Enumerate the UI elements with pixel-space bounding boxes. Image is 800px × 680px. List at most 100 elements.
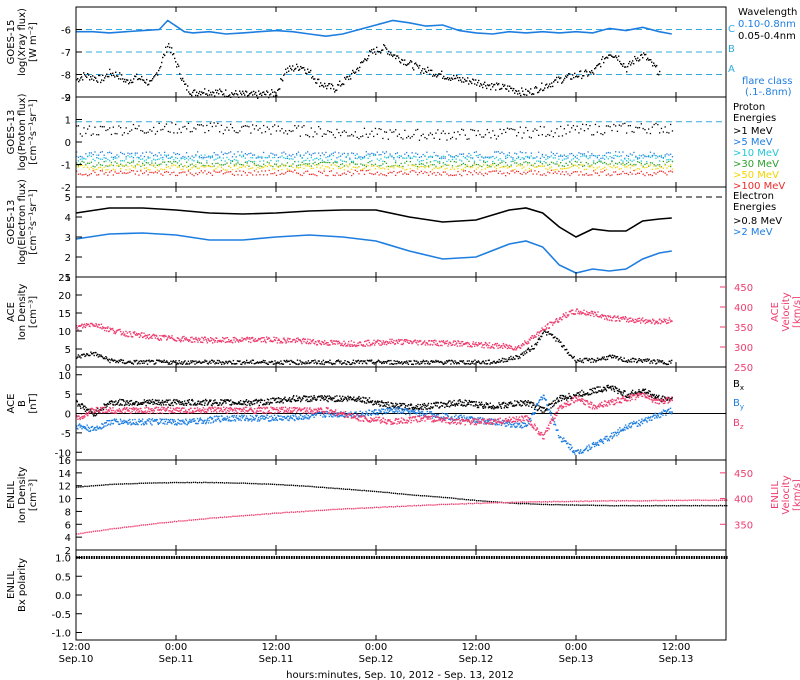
series-ace-density-point xyxy=(312,360,315,362)
series-ace-velocity-point xyxy=(666,322,669,324)
series-ace-velocity-point xyxy=(263,337,265,339)
series-ace-velocity-point xyxy=(145,337,147,340)
series-ace-density-point xyxy=(204,359,206,361)
proton-point xyxy=(602,171,604,173)
proton-point xyxy=(231,127,234,129)
series-Bx-point xyxy=(407,404,410,406)
series-xray-short-point xyxy=(292,65,294,67)
proton-point xyxy=(461,128,463,130)
series-Bx-point xyxy=(367,398,369,401)
proton-point xyxy=(517,157,520,159)
proton-point xyxy=(220,159,223,162)
series-xray-short-point xyxy=(383,44,385,46)
proton-point xyxy=(160,154,162,156)
series-Bx-point xyxy=(141,402,143,404)
series-ace-density-point xyxy=(339,362,341,364)
series-ace-density-point xyxy=(665,363,667,365)
series-xray-short-point xyxy=(421,70,423,72)
series-ace-velocity-point xyxy=(331,341,333,343)
series-ace-velocity-point xyxy=(469,345,471,348)
proton-point xyxy=(382,137,384,140)
series-xray-short-point xyxy=(145,82,147,84)
series-ace-velocity-point xyxy=(264,340,267,343)
series-xray-short-point xyxy=(568,73,570,75)
series-xray-short-point xyxy=(185,83,187,85)
proton-point xyxy=(134,173,136,175)
series-xray-short-point xyxy=(164,54,166,57)
proton-point xyxy=(87,128,89,130)
proton-point xyxy=(193,160,195,162)
series-ace-density-point xyxy=(564,349,566,351)
series-ace-density-point xyxy=(656,359,659,361)
proton-point xyxy=(549,156,551,158)
proton-point xyxy=(514,172,516,174)
series-ace-density-point xyxy=(165,361,167,363)
series-xray-short-point xyxy=(325,85,327,87)
proton-point xyxy=(477,173,479,175)
series-Bx-point xyxy=(468,399,470,402)
series-xray-short-point xyxy=(198,92,200,95)
series-ace-density-point xyxy=(131,362,134,364)
series-ace-density-point xyxy=(559,341,561,343)
proton-point xyxy=(277,166,279,168)
series-ace-density-point xyxy=(606,358,609,360)
series-xray-short-point xyxy=(178,65,180,67)
proton-point xyxy=(626,132,628,134)
series-Bx-point xyxy=(102,408,105,411)
proton-point xyxy=(294,156,296,158)
proton-point xyxy=(616,166,619,168)
series-xray-short-point xyxy=(434,75,436,77)
proton-point xyxy=(523,158,525,160)
proton-point xyxy=(200,162,202,164)
proton-point xyxy=(561,155,564,157)
series-ace-velocity-point xyxy=(83,325,85,328)
proton-point xyxy=(120,168,122,170)
series-xray-short-point xyxy=(301,67,303,69)
proton-point xyxy=(186,166,188,168)
series-ace-velocity-point xyxy=(376,341,378,343)
proton-point xyxy=(202,156,204,158)
series-Bx-point xyxy=(371,400,374,402)
series-ace-velocity-point xyxy=(104,329,106,332)
series-Bx-point xyxy=(377,401,379,403)
proton-point xyxy=(319,157,322,160)
series-ace-velocity-point xyxy=(466,341,469,344)
proton-point xyxy=(624,164,626,166)
series-ace-density-point xyxy=(147,360,150,362)
series-Bx-point xyxy=(265,403,267,406)
proton-point xyxy=(422,159,424,162)
series-ace-density-point xyxy=(319,362,321,365)
proton-point xyxy=(536,129,538,131)
proton-point xyxy=(143,164,146,166)
series-ace-velocity-point xyxy=(484,343,486,346)
proton-point xyxy=(123,153,125,155)
series-ace-velocity-point xyxy=(591,312,593,314)
series-xray-short-point xyxy=(613,56,615,58)
proton-point xyxy=(475,134,477,137)
series-Bx-point xyxy=(239,400,242,402)
proton-point xyxy=(417,166,419,168)
proton-point xyxy=(99,170,102,172)
proton-point xyxy=(539,174,542,176)
proton-point xyxy=(274,154,276,156)
series-Bx-point xyxy=(325,396,327,398)
series-ace-velocity-point xyxy=(538,334,540,337)
series-ace-velocity-point xyxy=(198,337,200,339)
proton-point xyxy=(362,164,364,166)
proton-point xyxy=(642,157,644,159)
series-ace-velocity-point xyxy=(493,347,495,349)
series-ace-density-point xyxy=(584,357,586,360)
series-ace-velocity-point xyxy=(462,340,464,343)
proton-point xyxy=(649,151,652,153)
series-ace-density-point xyxy=(278,361,280,364)
proton-point xyxy=(644,129,646,131)
proton-point xyxy=(635,164,637,166)
proton-point xyxy=(395,174,397,176)
series-ace-velocity-point xyxy=(84,326,87,329)
proton-point xyxy=(393,165,395,167)
series-Bx-point xyxy=(253,403,256,405)
series-ace-velocity-point xyxy=(442,341,444,343)
series-ace-velocity-point xyxy=(458,340,460,343)
series-ace-density-point xyxy=(262,359,265,362)
series-ace-density-point xyxy=(154,363,156,365)
